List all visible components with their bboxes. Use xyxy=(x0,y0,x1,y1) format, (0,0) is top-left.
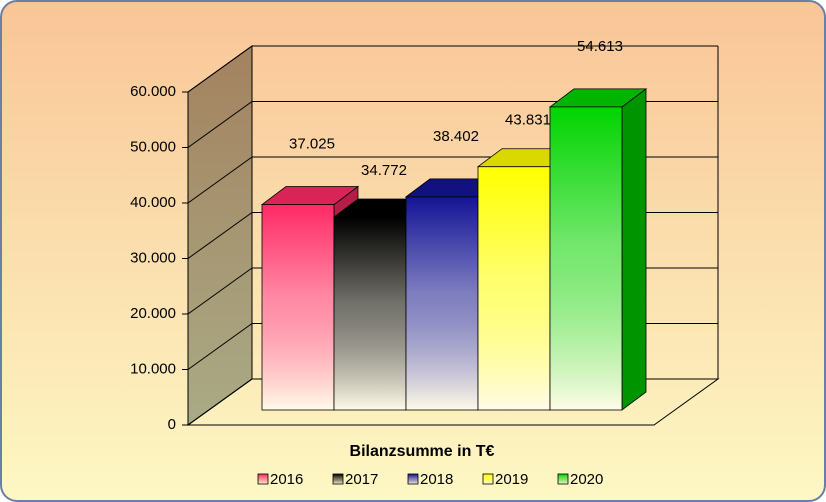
legend-label: 2016 xyxy=(270,471,303,488)
y-tick-label: 40.000 xyxy=(130,194,176,211)
y-tick-label: 60.000 xyxy=(130,83,176,100)
legend-label: 2019 xyxy=(495,471,528,488)
data-label: 43.831 xyxy=(505,112,551,129)
data-label: 37.025 xyxy=(289,135,335,152)
y-tick-label: 20.000 xyxy=(130,305,176,322)
bar-side xyxy=(621,88,647,411)
legend-label: 2020 xyxy=(570,471,603,488)
grid-line xyxy=(187,323,253,370)
data-label: 34.772 xyxy=(361,162,407,179)
bar xyxy=(261,204,335,411)
grid-line xyxy=(187,101,253,148)
x-axis-label: Bilanzsumme in T€ xyxy=(350,443,495,460)
y-tick-label: 0 xyxy=(168,416,176,433)
bar xyxy=(477,166,551,411)
grid-line xyxy=(187,156,253,204)
legend-swatch xyxy=(257,473,269,485)
legend-swatch xyxy=(482,473,494,485)
legend-swatch xyxy=(557,473,569,485)
legend-label: 2018 xyxy=(420,471,453,488)
y-tick-label: 30.000 xyxy=(130,249,176,266)
data-label: 38.402 xyxy=(433,128,479,145)
grid-line xyxy=(187,378,253,426)
grid-line xyxy=(187,212,253,259)
bar xyxy=(333,216,407,411)
legend-label: 2017 xyxy=(345,471,378,488)
legend-swatch xyxy=(332,473,344,485)
grid-line xyxy=(187,45,253,93)
y-tick-label: 10.000 xyxy=(130,360,176,377)
bar xyxy=(405,196,479,411)
grid-line xyxy=(187,267,253,315)
bar xyxy=(549,106,623,411)
data-label: 54.613 xyxy=(577,38,623,55)
legend-swatch xyxy=(407,473,419,485)
y-tick-label: 50.000 xyxy=(130,138,176,155)
